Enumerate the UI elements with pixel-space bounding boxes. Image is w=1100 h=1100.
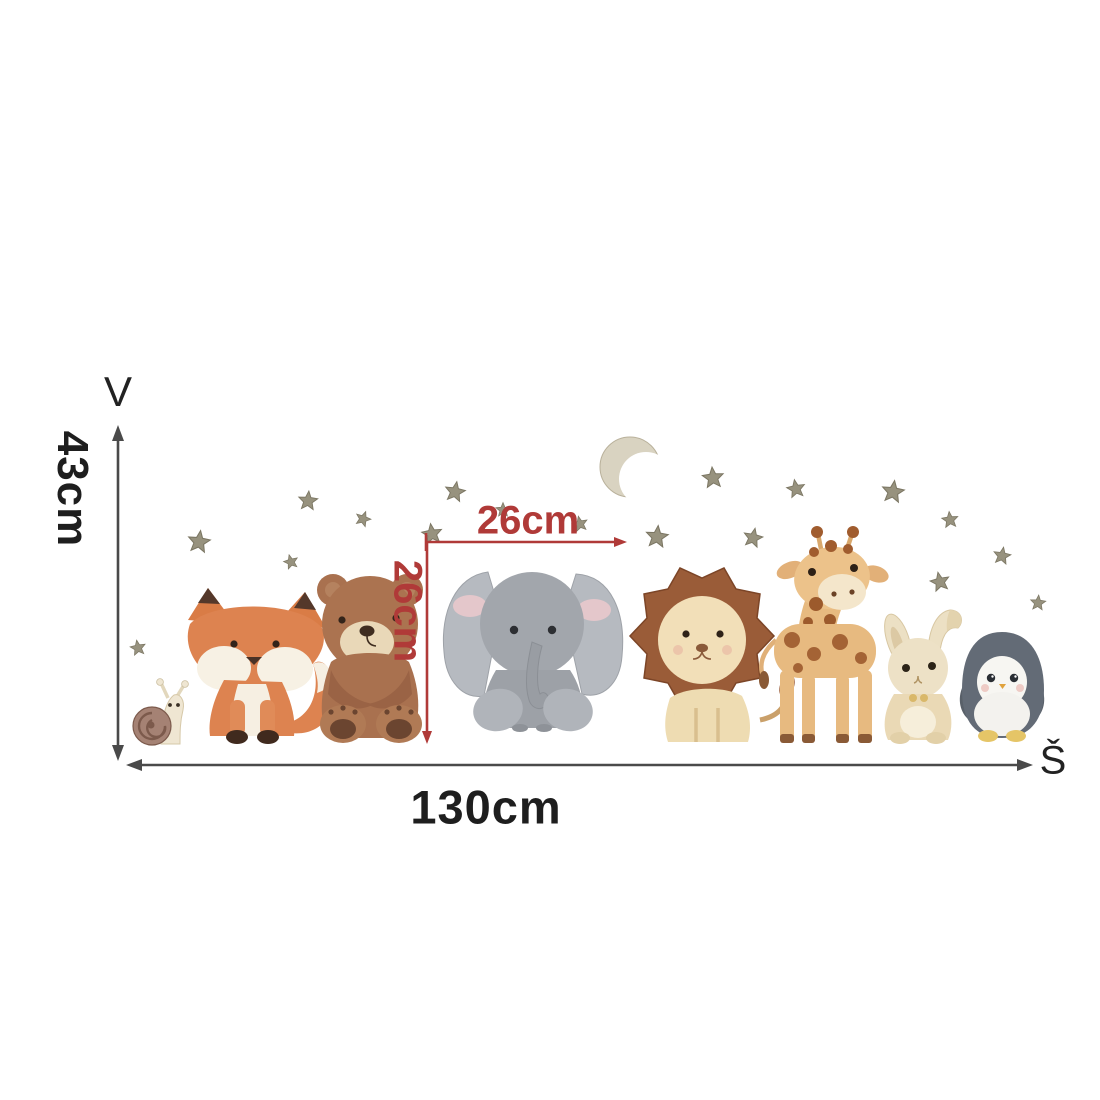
star-icon	[741, 525, 765, 549]
star-icon	[443, 479, 468, 503]
bunny-illustration	[884, 609, 962, 744]
star-icon	[186, 528, 213, 554]
bear-illustration	[317, 574, 423, 743]
height-axis-label: V	[103, 368, 133, 415]
star-icon	[644, 523, 670, 548]
sticker-width-value: 26cm	[476, 498, 580, 543]
elephant-illustration	[442, 571, 624, 732]
star-icon	[928, 569, 952, 593]
giraffe-illustration	[759, 526, 889, 743]
crescent-moon-icon	[599, 436, 673, 506]
star-icon	[991, 545, 1013, 566]
sticker-height-value: 26cm	[385, 559, 430, 663]
height-dimension-arrow	[112, 425, 124, 761]
star-icon	[420, 521, 444, 545]
star-icon	[281, 552, 300, 571]
star-icon	[940, 510, 960, 529]
star-icon	[880, 478, 907, 504]
width-dimension-arrow	[126, 759, 1033, 771]
penguin-illustration	[959, 632, 1045, 742]
star-icon	[784, 477, 807, 499]
width-axis-label: Š	[1039, 738, 1067, 783]
fox-illustration	[187, 588, 334, 744]
star-icon	[701, 465, 725, 489]
star-icon	[1029, 593, 1047, 611]
star-icon	[128, 638, 148, 657]
snail-illustration	[132, 678, 189, 746]
width-value: 130cm	[410, 780, 562, 834]
lion-illustration	[628, 567, 795, 742]
star-icon	[297, 489, 319, 511]
star-icon	[353, 508, 374, 529]
height-value: 43cm	[48, 430, 97, 548]
sticker-height-dimension-line	[422, 543, 432, 744]
